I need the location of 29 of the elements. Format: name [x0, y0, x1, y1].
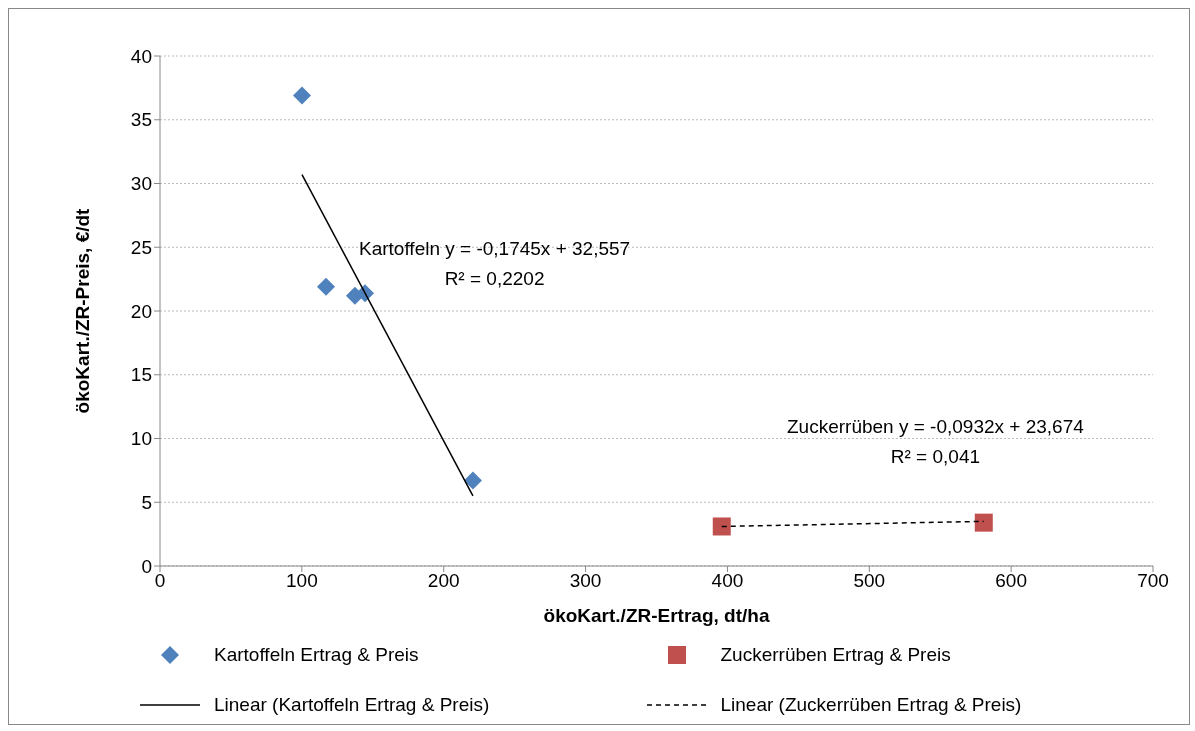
y-tick-label: 10 — [130, 428, 152, 450]
y-tick-label: 40 — [130, 45, 152, 67]
x-axis-title: ökoKart./ZR-Ertrag, dt/ha — [543, 605, 770, 626]
annotation: Zuckerrüben y = -0,0932x + 23,674 R² = 0,041 — [787, 415, 1084, 469]
y-tick-label: 15 — [130, 364, 152, 386]
y-tick-label: 20 — [130, 300, 152, 322]
x-tick-label: 500 — [853, 570, 886, 592]
legend-label: Kartoffeln Ertrag & Preis — [214, 644, 419, 666]
y-tick-label: 5 — [141, 491, 152, 513]
y-tick-label: 25 — [130, 236, 152, 258]
point — [293, 86, 311, 105]
y-axis-title: ökoKart./ZR-Preis, €/dt — [71, 207, 93, 414]
legend-label: Zuckerrüben Ertrag & Preis — [720, 644, 951, 666]
x-tick-label: 100 — [286, 570, 318, 592]
legend-label: Linear (Zuckerrüben Ertrag & Preis) — [720, 694, 1022, 716]
y-tick-label: 35 — [130, 109, 152, 131]
annotation: Kartoffeln y = -0,1745x + 32,557 R² = 0,2202 — [359, 237, 631, 291]
point — [974, 513, 993, 532]
point — [463, 471, 482, 490]
x-tick-label: 400 — [711, 570, 744, 592]
x-tick-label: 300 — [569, 570, 602, 592]
legend-label: Linear (Kartoffeln Ertrag & Preis) — [214, 694, 490, 716]
x-tick-label: 700 — [1137, 570, 1169, 592]
y-tick-label: 30 — [130, 173, 152, 195]
point — [316, 277, 335, 296]
x-tick-label: 600 — [995, 570, 1027, 592]
x-tick-label: 200 — [427, 570, 460, 592]
point — [712, 517, 731, 536]
y-tick-label: 0 — [141, 555, 152, 577]
